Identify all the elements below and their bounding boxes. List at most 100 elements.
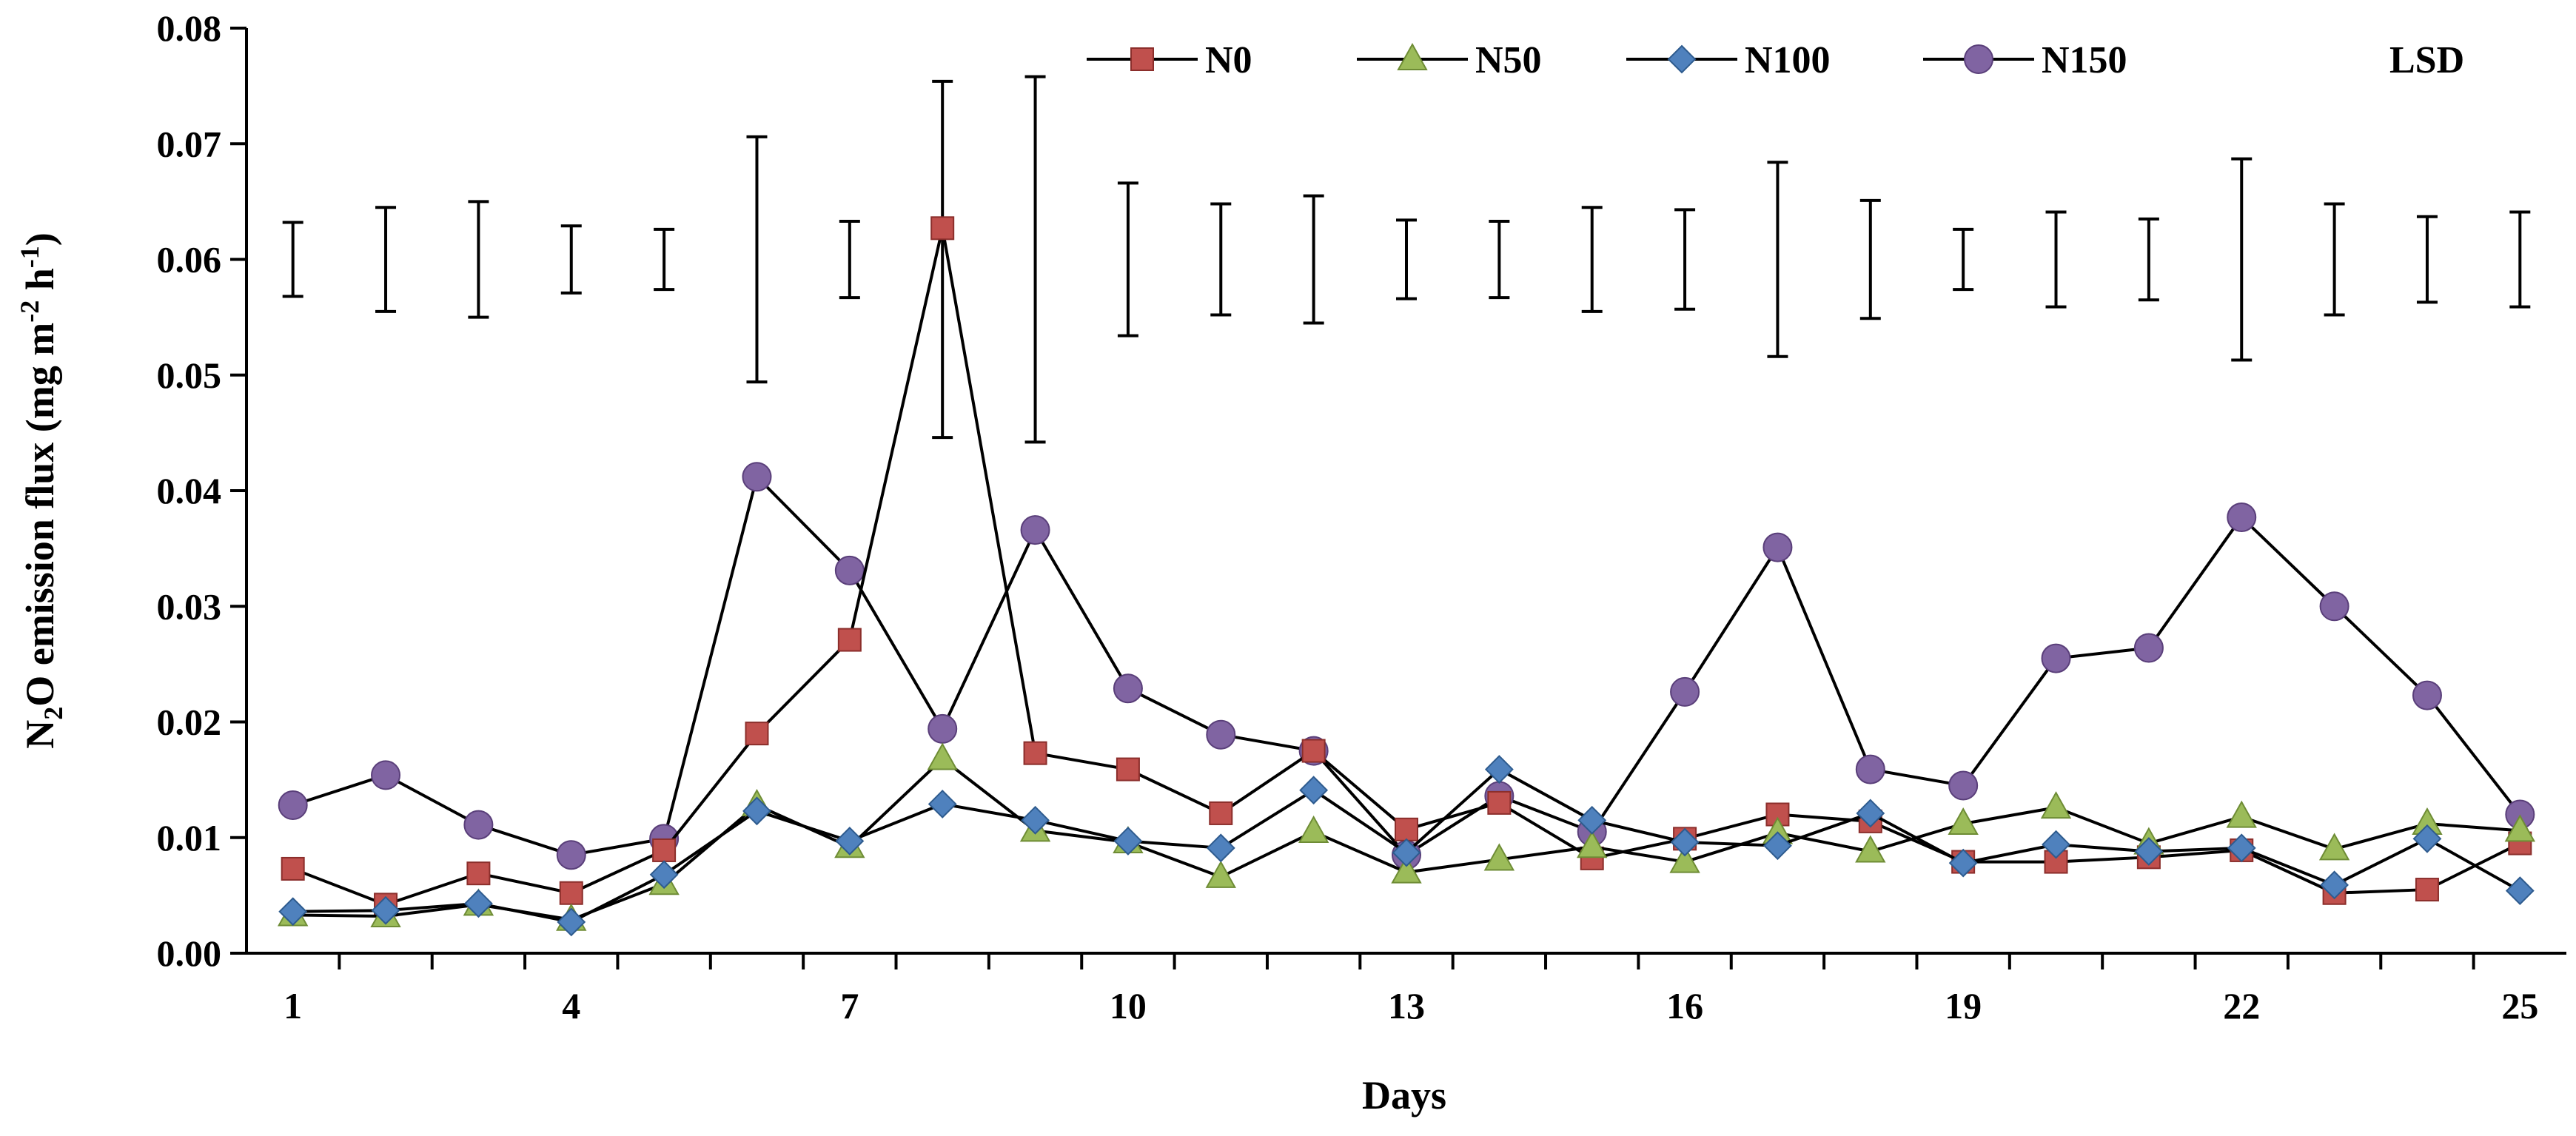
y-tick-label-7: 0.07 bbox=[157, 123, 222, 164]
point-n100-day-9 bbox=[1021, 805, 1050, 835]
lsd-bar-17 bbox=[1767, 161, 1788, 358]
point-n0-day-3 bbox=[466, 861, 491, 886]
point-n150-day-6 bbox=[742, 462, 772, 492]
legend-label-lsd: LSD bbox=[2389, 39, 2464, 81]
y-tick-label-4: 0.04 bbox=[157, 470, 222, 511]
lsd-bar-20 bbox=[2045, 210, 2067, 309]
point-n150-day-21 bbox=[2133, 633, 2164, 663]
series-n0 bbox=[281, 216, 2532, 917]
legend-item-n100: N100 bbox=[1626, 39, 1831, 81]
x-tick-label-7: 22 bbox=[2223, 985, 2260, 1026]
legend-label-n0: N0 bbox=[1205, 39, 1252, 81]
point-n50-day-20 bbox=[2040, 791, 2072, 819]
y-tick-label-5: 0.05 bbox=[157, 354, 222, 396]
x-tick-label-6: 19 bbox=[1945, 985, 1982, 1026]
point-n100-day-22 bbox=[2227, 833, 2256, 863]
y-tick-label-3: 0.03 bbox=[157, 585, 222, 627]
lsd-bar-12 bbox=[1303, 194, 1324, 325]
point-n100-day-6 bbox=[742, 796, 771, 826]
point-n50-day-22 bbox=[2226, 800, 2257, 828]
lsd-bar-16 bbox=[1674, 208, 1696, 311]
point-n100-day-11 bbox=[1206, 833, 1235, 863]
legend-marker-n50 bbox=[1397, 42, 1428, 70]
point-n100-day-16 bbox=[1670, 827, 1700, 857]
point-n100-day-12 bbox=[1299, 776, 1329, 805]
legend-item-n150: N150 bbox=[1923, 39, 2127, 81]
point-n50-day-16 bbox=[1669, 845, 1700, 873]
point-n50-day-23 bbox=[2318, 833, 2350, 861]
point-n150-day-8 bbox=[928, 713, 958, 744]
point-n50-day-14 bbox=[1483, 843, 1515, 871]
point-n100-day-8 bbox=[928, 790, 957, 819]
series-n150 bbox=[278, 462, 2535, 870]
lsd-bar-8 bbox=[932, 79, 953, 440]
lsd-bar-5 bbox=[654, 227, 675, 292]
lsd-bar-24 bbox=[2416, 215, 2438, 304]
point-n150-day-20 bbox=[2041, 643, 2071, 673]
y-tick-label-8: 0.08 bbox=[157, 7, 222, 49]
point-n0-day-12 bbox=[1301, 739, 1326, 763]
point-n100-day-1 bbox=[278, 897, 308, 927]
point-n100-day-17 bbox=[1763, 831, 1792, 861]
y-title-sup-2: -1 bbox=[15, 246, 44, 268]
point-n100-day-18 bbox=[1856, 799, 1885, 828]
point-n150-day-11 bbox=[1206, 719, 1236, 750]
point-n50-day-19 bbox=[1948, 807, 1979, 835]
x-tick-label-5: 16 bbox=[1666, 985, 1703, 1026]
point-n100-day-19 bbox=[1948, 848, 1978, 878]
legend-label-n100: N100 bbox=[1745, 39, 1831, 81]
lsd-bar-3 bbox=[468, 200, 489, 319]
point-n0-day-11 bbox=[1209, 801, 1233, 825]
lsd-bar-11 bbox=[1210, 202, 1232, 317]
legend-item-n50: N50 bbox=[1357, 39, 1542, 81]
series-n100 bbox=[278, 755, 2535, 937]
lsd-bar-2 bbox=[375, 206, 397, 313]
point-n50-day-13 bbox=[1391, 856, 1422, 884]
point-n50-day-15 bbox=[1577, 830, 1608, 858]
point-n100-day-20 bbox=[2042, 830, 2070, 859]
legend-marker-n0 bbox=[1130, 47, 1154, 71]
x-axis-title: Days bbox=[1362, 1073, 1446, 1117]
point-n150-day-1 bbox=[278, 790, 308, 820]
data-series bbox=[277, 216, 2536, 937]
legend-marker-n100 bbox=[1667, 44, 1697, 74]
point-n100-day-13 bbox=[1392, 838, 1421, 867]
y-title-sub-2: 2 bbox=[38, 707, 68, 720]
point-n150-day-4 bbox=[556, 840, 586, 870]
legend-item-n0: N0 bbox=[1087, 39, 1252, 81]
point-n0-day-8 bbox=[930, 216, 955, 241]
point-n150-day-19 bbox=[1948, 770, 1979, 801]
point-n0-day-5 bbox=[652, 838, 677, 862]
point-n50-day-12 bbox=[1298, 815, 1329, 843]
point-n150-day-18 bbox=[1855, 754, 1885, 784]
point-n0-day-6 bbox=[745, 722, 769, 746]
y-tick-label-0: 0.00 bbox=[157, 932, 222, 974]
lsd-error-bars bbox=[282, 75, 2531, 444]
point-n0-day-9 bbox=[1023, 741, 1047, 765]
point-n100-day-5 bbox=[649, 860, 679, 890]
point-n50-day-18 bbox=[1855, 835, 1886, 863]
x-tick-label-8: 25 bbox=[2501, 985, 2538, 1026]
y-title-n: N bbox=[18, 720, 62, 749]
point-n0-day-4 bbox=[559, 881, 583, 905]
point-n100-day-21 bbox=[2134, 837, 2164, 866]
legend-marker-n150 bbox=[1964, 44, 1993, 74]
series-line-n0 bbox=[292, 226, 2521, 907]
x-tick-label-2: 7 bbox=[840, 985, 859, 1026]
lsd-bar-6 bbox=[746, 135, 768, 384]
point-n100-day-15 bbox=[1577, 805, 1607, 835]
lsd-bar-13 bbox=[1396, 218, 1417, 300]
point-n50-day-25 bbox=[2504, 814, 2536, 842]
y-title-sup-1: -2 bbox=[15, 300, 44, 323]
point-n150-day-9 bbox=[1020, 515, 1050, 545]
x-tick-label-3: 10 bbox=[1110, 985, 1147, 1026]
point-n100-day-14 bbox=[1484, 755, 1514, 784]
point-n150-day-22 bbox=[2227, 502, 2257, 532]
lsd-bar-9 bbox=[1024, 75, 1046, 444]
point-n0-day-7 bbox=[837, 628, 862, 652]
point-n100-day-10 bbox=[1113, 827, 1143, 856]
point-n0-day-10 bbox=[1116, 757, 1140, 782]
y-tick-label-2: 0.02 bbox=[157, 702, 222, 743]
point-n150-day-24 bbox=[2412, 680, 2442, 710]
